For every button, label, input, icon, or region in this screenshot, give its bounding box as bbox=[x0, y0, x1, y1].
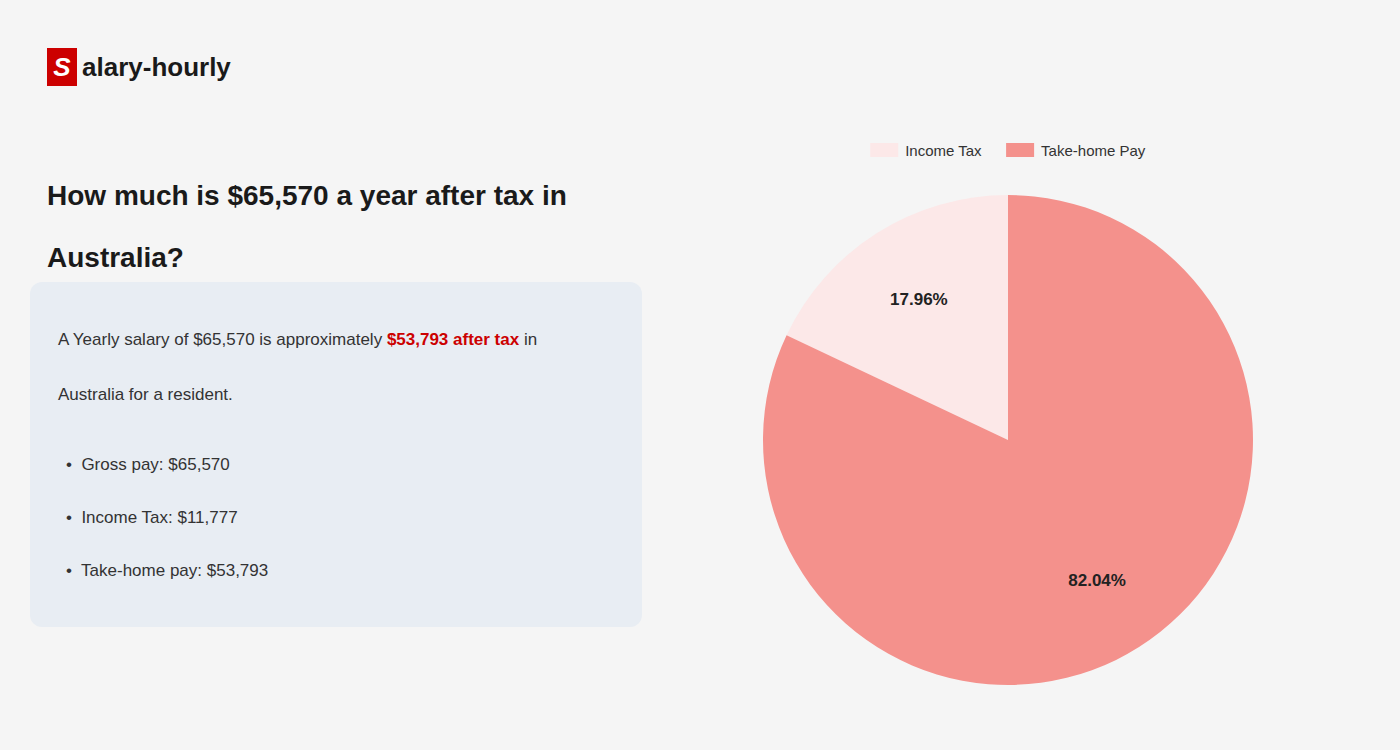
data-label: 82.04% bbox=[1068, 571, 1126, 590]
body-segment: A Yearly salary of $65,570 is approximat… bbox=[58, 330, 387, 349]
legend-item: Income Tax bbox=[870, 142, 982, 159]
legend-item: Take-home Pay bbox=[1006, 142, 1146, 159]
text-panel: Salary-hourly How much is $65,570 a year … bbox=[30, 48, 642, 627]
chart: Salary-hourly How much is $65,570 a year … bbox=[0, 0, 1400, 750]
bullet: • Income Tax: $11,777 bbox=[66, 508, 238, 527]
bullet: • Gross pay: $65,570 bbox=[66, 455, 230, 474]
legend-label: Income Tax bbox=[905, 142, 982, 159]
data-labels: 17.96% 82.04% bbox=[890, 290, 1126, 591]
logo-text: alary-hourly bbox=[82, 52, 231, 82]
data-label: 17.96% bbox=[890, 290, 948, 309]
pie bbox=[763, 195, 1253, 685]
legend: Income Tax Take-home Pay bbox=[870, 142, 1146, 159]
legend-swatch bbox=[870, 143, 898, 157]
legend-swatch bbox=[1006, 143, 1034, 157]
logo-letter: S bbox=[53, 52, 71, 82]
heading: Australia? bbox=[47, 242, 184, 273]
body-segment: in bbox=[519, 330, 537, 349]
logo-box bbox=[47, 48, 77, 86]
body-highlight: $53,793 after tax bbox=[387, 330, 520, 349]
heading: How much is $65,570 a year after tax in bbox=[47, 180, 567, 211]
body-text: Australia for a resident. bbox=[58, 385, 233, 404]
legend-label: Take-home Pay bbox=[1041, 142, 1146, 159]
card bbox=[30, 282, 642, 627]
bullet: • Take-home pay: $53,793 bbox=[66, 561, 268, 580]
pie-slice bbox=[763, 195, 1253, 685]
body-text: A Yearly salary of $65,570 is approximat… bbox=[58, 330, 537, 349]
